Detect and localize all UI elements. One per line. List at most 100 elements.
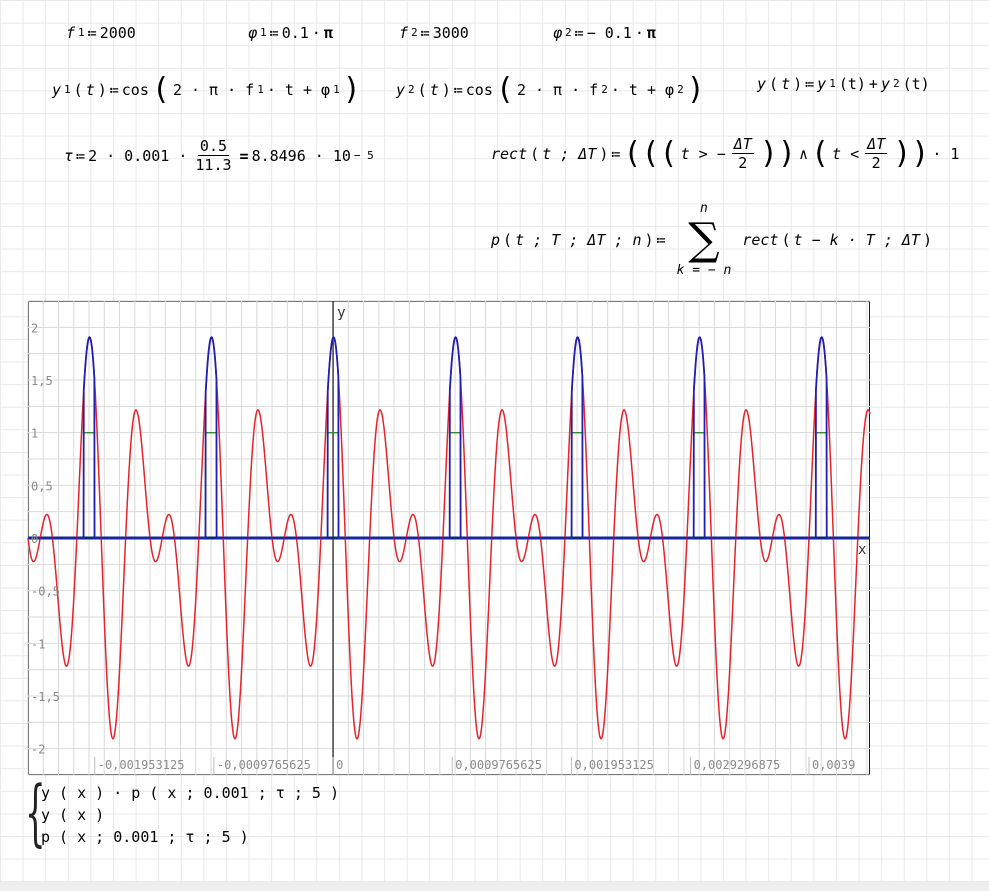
- trace-item-pulse[interactable]: p ( x ; 0.001 ; τ ; 5 ): [41, 828, 249, 846]
- y-lhs: y: [757, 75, 767, 93]
- y2-psub: 2: [677, 83, 684, 96]
- y-term2-sub: 2: [892, 77, 900, 90]
- pulse-lower: k = − n: [676, 263, 732, 278]
- y2-op: ≔: [453, 81, 463, 99]
- phi2-name: φ: [553, 24, 563, 42]
- trace-item-signal[interactable]: y ( x ): [41, 806, 105, 824]
- tau-den: 11.3: [195, 156, 232, 174]
- pulse-name: p: [491, 231, 501, 249]
- sum-sigma-icon: ∑: [688, 214, 720, 265]
- phi1-name: φ: [248, 24, 258, 42]
- y-arg: t: [781, 75, 791, 93]
- y-axis-name: y: [337, 305, 345, 321]
- rect-frac1: ΔT 2: [731, 135, 754, 172]
- phi1-value: 0.1: [281, 24, 309, 42]
- pulse-sum: n ∑ k = − n: [677, 200, 732, 280]
- phi2-dot: ·: [634, 24, 644, 42]
- phi2-op: ≔: [574, 24, 584, 42]
- y-term1-sub: 1: [829, 77, 836, 90]
- rect-lparen: (: [530, 144, 540, 163]
- phi1-op: ≔: [269, 24, 279, 42]
- tau-result: 8.8496 · 10: [251, 146, 351, 165]
- x-tick-label: 0,0039: [812, 758, 855, 772]
- y1-rparen: ): [97, 81, 107, 99]
- trace-brace-icon: {: [25, 770, 46, 854]
- y2-mid: · t + φ: [610, 81, 675, 99]
- pulse-op: ≔: [656, 231, 666, 249]
- pulse-args: t ; T ; ΔT ; n: [515, 231, 642, 249]
- region-pulse[interactable]: p (t ; T ; ΔT ; n) ≔ n ∑ k = − n rect (t…: [491, 200, 932, 280]
- y1-sub: 1: [64, 83, 71, 96]
- phi1-pi: π: [323, 24, 333, 42]
- y1-lhs: y: [52, 81, 62, 99]
- x-axis-name: x: [858, 542, 866, 558]
- y1-mid: · t + φ: [266, 81, 331, 99]
- region-tau[interactable]: τ ≔ 2 · 0.001 · 0.5 11.3 = 8.8496 · 10− …: [64, 137, 374, 174]
- y1-fsub: 1: [257, 83, 264, 96]
- y1-fn: cos: [121, 81, 149, 99]
- phi1-dot: ·: [311, 24, 321, 42]
- f1-value: 2000: [99, 24, 136, 42]
- tau-num: 0.5: [197, 137, 230, 156]
- y2-lparen: (: [417, 81, 427, 99]
- y-tick-label: -1,5: [31, 690, 60, 704]
- rect-frac2-den: 2: [871, 154, 881, 172]
- tau-prefix: 2 · 0.001 ·: [88, 146, 188, 165]
- tau-eq: =: [239, 146, 249, 165]
- rect-and: ∧: [798, 144, 808, 163]
- y2-close: ): [686, 72, 705, 107]
- rect-args: t ; ΔT: [542, 144, 597, 163]
- region-rect[interactable]: rect (t ; ΔT) ≔ ((( t > − ΔT 2 )) ∧ ( t …: [491, 135, 959, 172]
- y2-open: (: [495, 72, 514, 107]
- y2-fsub: 2: [601, 83, 608, 96]
- phi2-value: − 0.1: [586, 24, 632, 42]
- phi2-pi: π: [646, 24, 656, 42]
- tau-exp: − 5: [353, 148, 374, 162]
- trace-item-product[interactable]: y ( x ) · p ( x ; 0.001 ; τ ; 5 ): [41, 784, 340, 802]
- y2-rparen: ): [441, 81, 451, 99]
- x-tick-label: 0: [336, 758, 343, 772]
- y1-arg: t: [85, 81, 95, 99]
- rect-frac2: ΔT 2: [865, 135, 888, 172]
- pulse-term-lparen: (: [781, 231, 791, 249]
- y-term2: y: [880, 75, 890, 93]
- rect-rparen: ): [599, 144, 609, 163]
- y2-sub: 2: [408, 83, 415, 96]
- y-tick-label: -1: [31, 637, 45, 651]
- rect-open: (((: [623, 135, 678, 171]
- pulse-term-args: t − k · T ; ΔT: [793, 231, 920, 249]
- rect-mid-close: )): [759, 135, 796, 171]
- plot-canvas[interactable]: y x 2 1,5 1 0,5 0 -0,5 -1 -1,5 -2 -0,001953125 -0,0…: [27, 300, 871, 776]
- y1-psub: 1: [333, 83, 340, 96]
- f2-op: ≔: [420, 24, 430, 42]
- y-tick-label: 2: [31, 321, 38, 335]
- y-term1-args: (t): [838, 75, 866, 93]
- f2-value: 3000: [432, 24, 469, 42]
- bottom-scroll-area: [0, 882, 989, 891]
- pulse-upper: n: [700, 201, 708, 216]
- x-tick-label: 0,0009765625: [455, 758, 542, 772]
- y-tick-label: -2: [31, 743, 45, 757]
- y2-body: 2 · π · f: [516, 81, 599, 99]
- y1-close: ): [342, 72, 361, 107]
- plot-tick-labels: 2 1,5 1 0,5 0 -0,5 -1 -1,5 -2 -0,001953125 -0,0009…: [31, 321, 855, 775]
- y1-body: 2 · π · f: [172, 81, 255, 99]
- x-tick-label: 0,0029296875: [694, 758, 781, 772]
- plot-series: [27, 336, 871, 740]
- tau-op: ≔: [76, 146, 86, 165]
- rect-gt: t > −: [680, 144, 726, 163]
- y-tick-label: 1: [31, 427, 38, 441]
- y-tick-label: 1,5: [31, 374, 53, 388]
- rect-frac1-num: ΔT: [731, 135, 754, 154]
- x-tick-label: 0,001953125: [574, 758, 653, 772]
- plot-trace-list[interactable]: { y ( x ) · p ( x ; 0.001 ; τ ; 5 ) y ( …: [25, 776, 340, 848]
- y-tick-label: -0,5: [31, 585, 60, 599]
- pulse-term-rparen: ): [922, 231, 932, 249]
